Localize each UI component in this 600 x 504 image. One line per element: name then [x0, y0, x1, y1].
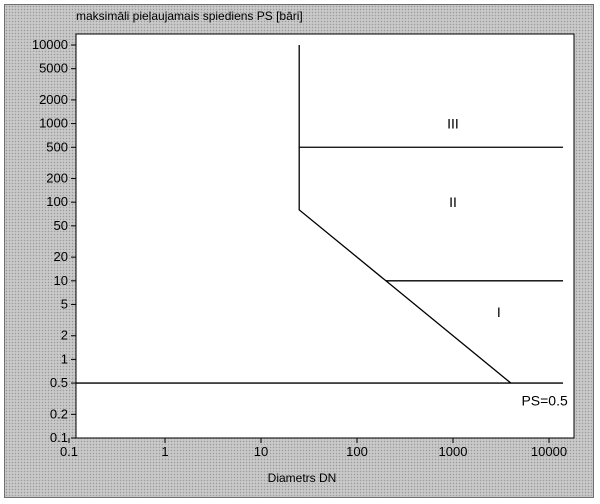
- x-tick-label: 1: [161, 444, 168, 459]
- y-tick-label: 10: [54, 273, 68, 288]
- x-tick-label: 1000: [439, 444, 468, 459]
- y-tick-label: 0.1: [50, 430, 68, 445]
- y-tick-label: 100: [46, 194, 68, 209]
- y-tick-label: 0.2: [50, 406, 68, 421]
- y-tick-label: 10000: [32, 37, 68, 52]
- region-annotation: PS=0.5: [521, 392, 568, 408]
- plot-area: [75, 33, 575, 439]
- y-tick-label: 2: [61, 328, 68, 343]
- y-tick-label: 2000: [39, 92, 68, 107]
- series-group: [76, 45, 564, 384]
- region-annotation: I: [497, 304, 501, 320]
- x-axis-title: Diametrs DN: [268, 471, 337, 485]
- y-tick-label: 1: [61, 351, 68, 366]
- x-tick-label: 100: [346, 444, 368, 459]
- region-annotation: II: [449, 194, 457, 210]
- y-tick-label: 1000: [39, 116, 68, 131]
- y-tick-label: 5: [61, 296, 68, 311]
- x-tick-label: 10: [254, 444, 268, 459]
- x-tick-label: 10000: [531, 444, 567, 459]
- y-tick-label: 5000: [39, 61, 68, 76]
- y-tick-label: 500: [46, 139, 68, 154]
- y-tick-label: 20: [54, 249, 68, 264]
- x-axis-ticks: 0.1 1 10 100 1000 10000: [60, 438, 567, 459]
- y-tick-label: 200: [46, 171, 68, 186]
- x-tick-label: 0.1: [60, 444, 78, 459]
- y-tick-label: 50: [54, 218, 68, 233]
- boundary-line: [298, 45, 512, 384]
- y-tick-label: 0.5: [50, 375, 68, 390]
- y-axis-ticks: 10000 5000 2000 1000 500 200 100 50 20 10 5 2 1 0.5 0.…: [32, 37, 76, 445]
- region-annotation: III: [447, 116, 459, 132]
- chart-title: maksimāli pieļaujamais spiediens PS [bār…: [76, 9, 303, 23]
